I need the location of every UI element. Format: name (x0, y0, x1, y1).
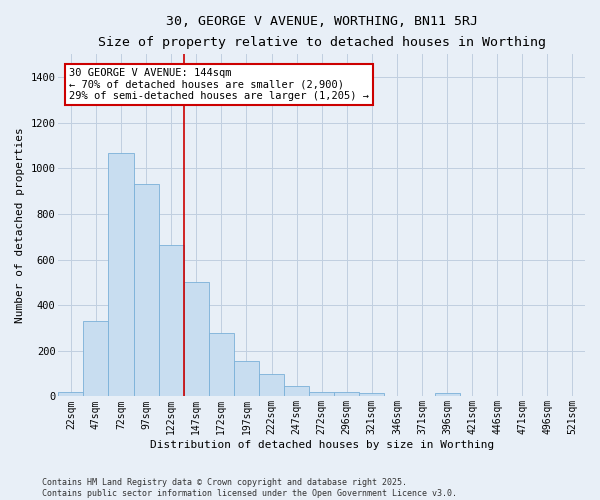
Bar (83, 321, 109, 396)
Bar (234, 361, 259, 396)
Bar (334, 392, 359, 396)
Bar (158, 245, 184, 396)
Bar (259, 374, 284, 396)
Text: 30 GEORGE V AVENUE: 144sqm
← 70% of detached houses are smaller (2,900)
29% of s: 30 GEORGE V AVENUE: 144sqm ← 70% of deta… (69, 68, 369, 101)
Bar (184, 282, 209, 397)
Bar (359, 393, 385, 396)
Bar (209, 332, 234, 396)
Bar (284, 386, 309, 396)
Bar (309, 392, 334, 396)
Bar (58, 392, 83, 396)
X-axis label: Distribution of detached houses by size in Worthing: Distribution of detached houses by size … (149, 440, 494, 450)
Bar (434, 393, 460, 396)
Bar (109, 153, 134, 396)
Title: 30, GEORGE V AVENUE, WORTHING, BN11 5RJ
Size of property relative to detached ho: 30, GEORGE V AVENUE, WORTHING, BN11 5RJ … (98, 15, 545, 49)
Bar (134, 184, 158, 396)
Y-axis label: Number of detached properties: Number of detached properties (15, 128, 25, 324)
Text: Contains HM Land Registry data © Crown copyright and database right 2025.
Contai: Contains HM Land Registry data © Crown c… (42, 478, 457, 498)
